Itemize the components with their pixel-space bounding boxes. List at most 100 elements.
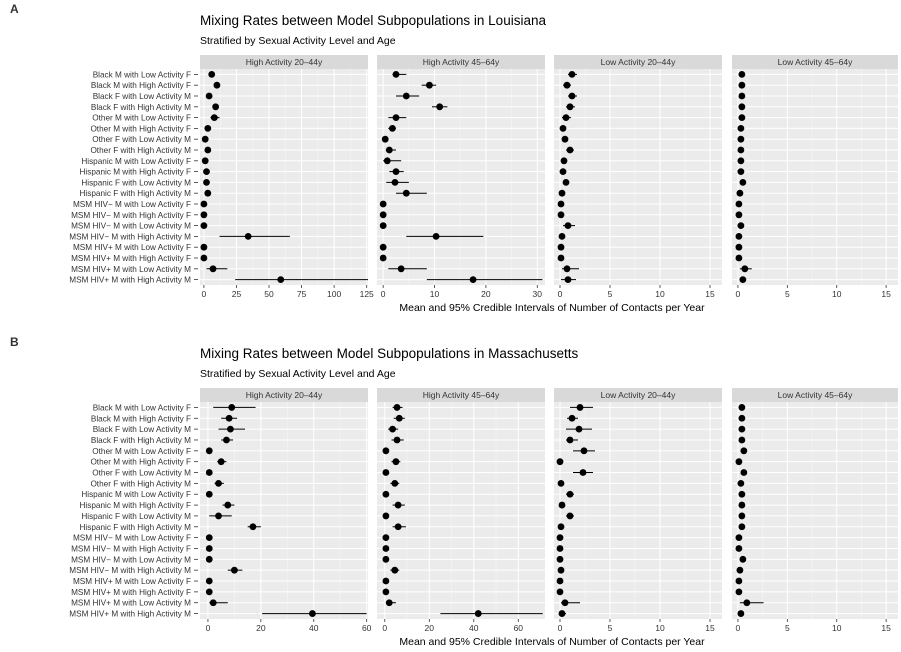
- panel-a-facet-3-mean-point: [562, 114, 570, 121]
- panel-b-facet-1-mean-point: [205, 534, 213, 542]
- panel-b-facet-1-mean-point: [223, 436, 230, 444]
- panel-a-facet-4-background: [732, 69, 898, 285]
- panel-b-facet-1-mean-point: [205, 588, 213, 596]
- panel-a-facet-4-mean-point: [735, 211, 743, 219]
- panel-a-facet-1-mean-point: [204, 146, 212, 154]
- panel-b-category-label: Black M with High Activity F: [91, 414, 191, 423]
- panel-b-facet-3-mean-point: [561, 599, 569, 607]
- panel-a-facet-3-mean-point: [557, 254, 565, 262]
- panel-b-facet-1-strip: [200, 388, 368, 402]
- panel-a-facet-4-x-tick-label: 0: [736, 289, 741, 299]
- panel-b-facet-1-background: [200, 402, 368, 619]
- panel-a-facet-1-x-tick-label: 50: [264, 289, 274, 299]
- panel-a-facet-2-mean-point: [381, 135, 389, 143]
- panel-b-facet-2-mean-point: [382, 545, 390, 552]
- panel-b-facet-3-mean-point: [556, 458, 564, 466]
- panel-a-facet-4-mean-point: [735, 243, 743, 251]
- panel-a-facet-4-mean-point: [738, 114, 746, 121]
- panel-a-facet-1-mean-point: [200, 254, 208, 262]
- panel-b-category-label: MSM HIV+ M with Low Activity F: [73, 577, 191, 586]
- panel-a-facet-1-mean-point: [213, 81, 221, 89]
- panel-b-facet-1-mean-point: [228, 404, 236, 411]
- panel-a-facet-3-mean-point: [560, 157, 568, 165]
- panel-b-facet-1-strip-label: High Activity 20–44y: [246, 390, 323, 400]
- panel-a-facet-4-mean-point: [739, 276, 747, 283]
- panel-b-facet-3-mean-point: [557, 566, 565, 574]
- panel-b-facet-4-x-tick-label: 5: [785, 623, 790, 633]
- panel-a-facet-2-mean-point: [379, 222, 387, 230]
- panel-b-facet-4-mean-point: [738, 523, 746, 531]
- panel-b-category-label: Other F with Low Activity M: [92, 469, 191, 478]
- panel-a-facet-2-mean-point: [402, 189, 410, 197]
- panel-b-category-label: MSM HIV− M with High Activity M: [69, 566, 191, 575]
- panel-a-category-label: MSM HIV+ M with High Activity F: [71, 254, 191, 263]
- panel-a-facet-1-mean-point: [200, 200, 208, 208]
- panel-a-facet-4-mean-point: [735, 254, 743, 262]
- panel-a-facet-1-mean-point: [205, 92, 213, 100]
- panel-a-category-label: Hispanic M with Low Activity F: [81, 157, 191, 166]
- panel-a-facet-2-x-tick-label: 10: [430, 289, 440, 299]
- panel-b-facet-2-mean-point: [395, 414, 403, 422]
- panel-b-facet-3-mean-point: [556, 534, 564, 542]
- panel-b-facet-2-mean-point: [382, 555, 390, 563]
- panel-b-facet-4-mean-point: [735, 534, 743, 542]
- panel-b-facet-4-x-tick-label: 10: [832, 623, 842, 633]
- panel-b-category-label: Other F with High Activity M: [90, 479, 191, 488]
- panel-b-facet-1-mean-point: [215, 512, 222, 520]
- panel-b-facet-3-mean-point: [580, 447, 588, 455]
- panel-a-category-label: Black M with Low Activity F: [93, 70, 191, 79]
- panel-b-facet-2-strip: [377, 388, 545, 402]
- panel-a-facet-4-mean-point: [737, 222, 745, 230]
- panel-a-facet-3-mean-point: [557, 243, 565, 251]
- panel-a-facet-3-x-tick-label: 15: [705, 289, 715, 299]
- panel-a-facet-2-x-tick-label: 20: [481, 289, 491, 299]
- panel-a-facet-1-mean-point: [212, 103, 220, 111]
- panel-b-facet-1-mean-point: [205, 469, 213, 476]
- panel-a-facet-2-mean-point: [392, 168, 400, 176]
- panel-b-category-label: Other M with Low Activity F: [92, 447, 191, 456]
- panel-a-facet-1-mean-point: [200, 222, 208, 230]
- panel-a-facet-1-mean-point: [209, 265, 217, 273]
- panel-b-category-label: MSM HIV+ M with High Activity M: [69, 610, 191, 619]
- panel-a-facet-4-mean-point: [735, 233, 743, 240]
- panel-a-facet-2-mean-point: [389, 124, 396, 132]
- panel-b-facet-4-mean-point: [735, 545, 743, 552]
- panel-b-facet-3-mean-point: [556, 577, 564, 585]
- panel-b-facet-1-mean-point: [225, 414, 233, 422]
- panel-b-facet-2-mean-point: [394, 501, 402, 509]
- panel-a-facet-3-x-tick-label: 10: [655, 289, 665, 299]
- panel-a-facet-3-x-tick-label: 5: [608, 289, 613, 299]
- panel-a-category-label: Hispanic F with High Activity M: [80, 189, 192, 198]
- panel-b-facet-3-mean-point: [556, 545, 564, 552]
- panel-b-facet-1-mean-point: [205, 555, 213, 563]
- panel-b-facet-1-mean-point: [205, 447, 213, 455]
- panel-a-facet-1-x-tick-label: 125: [360, 289, 374, 299]
- panel-a-facet-3-mean-point: [559, 124, 567, 132]
- panel-a-facet-1-mean-point: [244, 233, 252, 240]
- panel-a-facet-4-mean-point: [737, 168, 745, 176]
- panel-a-facet-3-mean-point: [563, 81, 571, 89]
- panel-b-category-label: Hispanic M with High Activity F: [80, 501, 191, 510]
- panel-a-facet-4-x-tick-label: 5: [785, 289, 790, 299]
- panel-b-facet-1-mean-point: [230, 566, 238, 574]
- panel-b-facet-3-background: [554, 402, 722, 619]
- panel-b-facet-2-mean-point: [382, 577, 390, 585]
- panel-b-facet-4-mean-point: [735, 588, 743, 596]
- panel-b-facet-4-mean-point: [735, 458, 743, 466]
- panel-a-facet-2-mean-point: [469, 276, 477, 283]
- panel-a-facet-4-strip: [732, 55, 898, 69]
- panel-b-facet-4-mean-point: [738, 501, 746, 509]
- panel-b-facet-1-x-tick-label: 60: [362, 623, 372, 633]
- panel-b-facet-4-strip-label: Low Activity 45–64y: [778, 390, 853, 400]
- panel-b-category-label: MSM HIV− M with Low Activity M: [71, 555, 191, 564]
- panel-b-facet-3-x-tick-label: 10: [655, 623, 665, 633]
- panel-a-category-label: Hispanic M with High Activity F: [80, 168, 191, 177]
- panel-a-facet-1-mean-point: [204, 189, 212, 197]
- panel-a-facet-4-x-tick-label: 15: [881, 289, 891, 299]
- panel-b-facet-2-x-tick-label: 60: [514, 623, 524, 633]
- panel-a-facet-2-mean-point: [379, 200, 387, 208]
- panel-b-category-label: Hispanic F with High Activity M: [80, 523, 192, 532]
- panel-a-facet-2-strip: [377, 55, 545, 69]
- panel-b-facet-4-mean-point: [743, 599, 751, 607]
